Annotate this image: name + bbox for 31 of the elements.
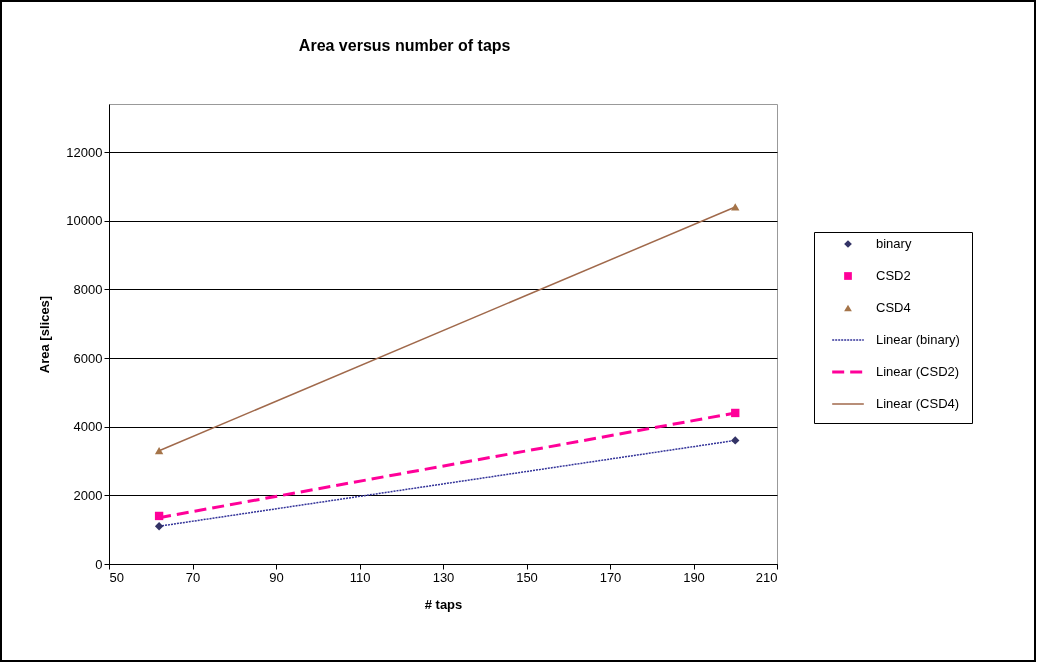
x-axis-title: # taps <box>424 596 463 612</box>
y-tick-label: 4000 <box>73 419 103 435</box>
x-tick-label: 150 <box>516 569 538 585</box>
point <box>154 522 164 531</box>
y-axis-title: Area [slices] <box>37 295 53 374</box>
y-tick-label: 2000 <box>73 487 103 503</box>
x-tick-label: 90 <box>269 569 284 585</box>
point <box>731 203 740 211</box>
x-tick-label: 50 <box>109 569 124 585</box>
x-tick-label: 130 <box>432 569 455 585</box>
legend-label: binary <box>876 236 912 251</box>
legend-label: Linear (binary) <box>876 332 960 347</box>
x-tick-label: 70 <box>185 569 201 585</box>
legend-label: Linear (CSD2) <box>876 364 960 379</box>
y-tick-label: 10000 <box>66 213 103 229</box>
y-tick-label: 8000 <box>73 281 103 297</box>
point <box>731 436 740 445</box>
y-tick-label: 12000 <box>66 144 103 160</box>
y-tick-label: 0 <box>95 556 103 572</box>
chart-title: Area versus number of taps <box>298 37 511 54</box>
x-tick-label: 210 <box>755 569 778 585</box>
x-tick-label: 110 <box>349 569 371 585</box>
point <box>731 408 740 418</box>
legend-label: CSD2 <box>876 268 911 283</box>
point <box>154 511 164 521</box>
point <box>154 447 164 455</box>
x-tick-label: 190 <box>683 569 705 585</box>
y-tick-label: 6000 <box>73 350 103 366</box>
legend-label: Linear (CSD4) <box>876 396 960 411</box>
x-tick-label: 170 <box>599 569 622 585</box>
legend-label: CSD4 <box>876 300 911 315</box>
